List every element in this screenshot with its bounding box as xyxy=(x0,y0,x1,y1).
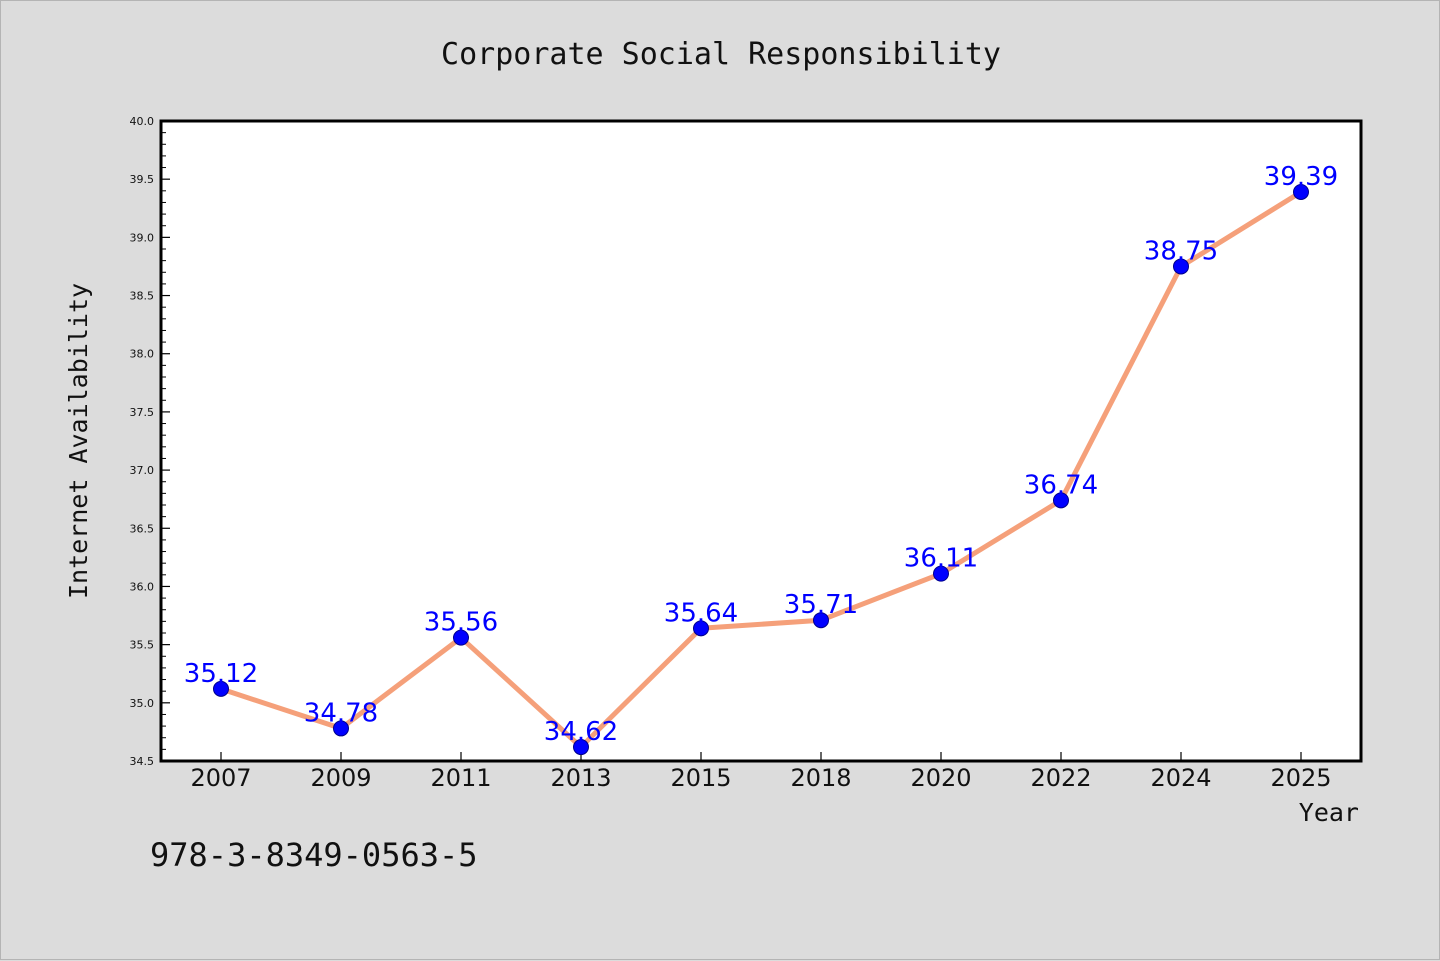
y-tick-label: 37.0 xyxy=(130,464,155,477)
data-point xyxy=(1053,492,1069,509)
y-tick-label: 36.5 xyxy=(130,522,155,535)
plot-area xyxy=(161,121,1361,761)
y-tick-label: 39.0 xyxy=(130,231,155,244)
data-point xyxy=(213,680,229,697)
x-tick-label: 2020 xyxy=(910,764,971,792)
y-tick-label: 39.5 xyxy=(130,173,155,186)
data-label: 35.56 xyxy=(424,608,498,638)
y-tick-label: 34.5 xyxy=(130,755,155,768)
data-label: 35.12 xyxy=(184,659,258,689)
x-tick-label: 2009 xyxy=(310,764,371,792)
data-point xyxy=(1173,258,1189,275)
data-point xyxy=(573,739,589,756)
data-point xyxy=(453,629,469,646)
y-tick-label: 37.5 xyxy=(130,406,155,419)
y-tick-label: 38.0 xyxy=(130,348,155,361)
data-point xyxy=(693,620,709,637)
y-tick-label: 40.0 xyxy=(130,115,155,128)
y-axis-label: Internet Availability xyxy=(64,283,93,599)
x-tick-label: 2013 xyxy=(550,764,611,792)
data-points xyxy=(213,183,1309,756)
data-point xyxy=(333,720,349,737)
x-tick-label: 2025 xyxy=(1270,764,1331,792)
data-point xyxy=(1293,183,1309,200)
chart-title: Corporate Social Responsibility xyxy=(441,37,1001,72)
x-tick-label: 2015 xyxy=(670,764,731,792)
data-label: 39.39 xyxy=(1264,162,1338,192)
y-tick-label: 36.0 xyxy=(130,580,155,593)
y-tick-label: 38.5 xyxy=(130,290,155,303)
isbn-text: 978-3-8349-0563-5 xyxy=(150,836,478,874)
data-labels: 35.12 34.78 35.56 34.62 35.64 35.71 36.11 36.74… xyxy=(184,162,1338,747)
y-tick-label: 35.0 xyxy=(130,697,155,710)
y-axis: 34.5 35.0 35.5 36.0 36.5 37.0 37.5 38.0 38.5 39.0… xyxy=(130,115,170,768)
data-point xyxy=(813,612,829,629)
data-label: 34.62 xyxy=(544,717,618,747)
data-point xyxy=(933,565,949,582)
data-label: 36.74 xyxy=(1024,470,1098,500)
x-tick-label: 2018 xyxy=(790,764,851,792)
plot-frame xyxy=(159,119,1363,763)
x-axis-label: Year xyxy=(1299,798,1359,827)
data-label: 36.11 xyxy=(904,544,978,574)
data-label: 35.64 xyxy=(664,598,738,628)
x-tick-label: 2007 xyxy=(190,764,251,792)
y-tick-label: 35.5 xyxy=(130,639,155,652)
x-tick-label: 2011 xyxy=(430,764,491,792)
series-line xyxy=(218,189,1304,750)
x-axis: 2007 2009 2011 2013 2015 2018 2020 2022 2024 2025 xyxy=(190,752,1332,792)
data-label: 34.78 xyxy=(304,698,378,728)
data-label: 38.75 xyxy=(1144,236,1218,266)
x-tick-label: 2024 xyxy=(1150,764,1211,792)
data-label: 35.71 xyxy=(784,590,858,620)
x-tick-label: 2022 xyxy=(1030,764,1091,792)
